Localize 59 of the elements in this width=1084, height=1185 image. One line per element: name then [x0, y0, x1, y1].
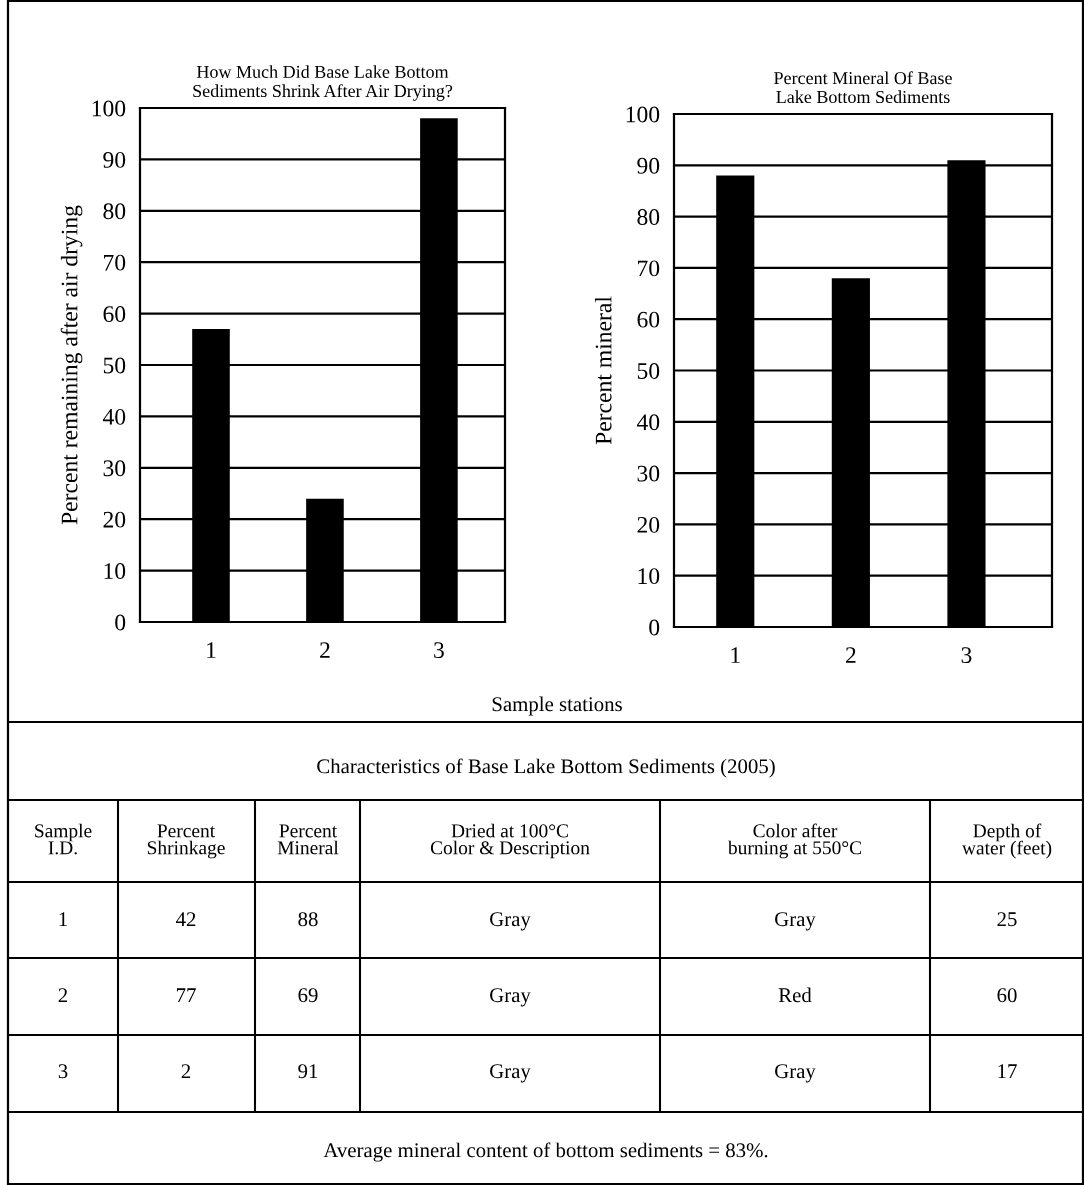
- text: 88: [298, 912, 318, 927]
- y-tick-label: 30: [103, 460, 126, 477]
- text: Gray: [490, 988, 531, 1007]
- y-tick-label: 80: [103, 203, 126, 220]
- text: 77: [176, 988, 196, 1003]
- x-axis-title: Sample stations: [492, 696, 622, 716]
- y-tick-label: 10: [638, 568, 660, 585]
- text: Gray: [775, 1064, 816, 1083]
- x-tick-label: 1: [207, 642, 216, 658]
- y-tick-label: 90: [637, 157, 660, 174]
- y-tick-label: 100: [626, 106, 660, 123]
- y-tick-label: 60: [637, 311, 660, 328]
- text: Gray: [775, 912, 816, 931]
- y-tick-label: 40: [636, 414, 660, 431]
- y-axis-title: Percent remaining after air drying: [60, 205, 83, 525]
- y-tick-label: 70: [638, 260, 660, 277]
- text: Sample I.D.: [35, 823, 92, 855]
- text: 1: [59, 912, 67, 927]
- text: Gray: [490, 1064, 531, 1083]
- text: 2: [58, 988, 68, 1003]
- y-tick-label: 50: [103, 357, 126, 374]
- text: 25: [997, 912, 1017, 927]
- text: 69: [298, 988, 318, 1003]
- text: Gray: [490, 912, 531, 931]
- text: 60: [997, 988, 1017, 1003]
- text: Depth of water (feet): [961, 823, 1052, 859]
- y-tick-label: 30: [637, 465, 660, 482]
- x-tick-label: 1: [731, 647, 740, 663]
- y-tick-label: 10: [104, 563, 126, 580]
- text: 2: [181, 1064, 191, 1079]
- chart-title: How Much Did Base Lake Bottom Sediments Shrink After Air Drying?: [193, 65, 453, 101]
- y-tick-label: 80: [637, 209, 660, 226]
- text: 17: [998, 1064, 1017, 1079]
- y-tick-label: 50: [637, 362, 660, 379]
- text: Percent Mineral: [277, 824, 339, 855]
- y-axis-title: Percent mineral: [594, 296, 612, 445]
- y-tick-label: 0: [649, 619, 660, 636]
- x-tick-label: 3: [434, 642, 444, 659]
- text: Dried at 100°C Color & Description: [430, 823, 590, 859]
- y-tick-label: 60: [103, 306, 126, 323]
- text: 91: [298, 1064, 318, 1079]
- y-tick-label: 100: [92, 100, 126, 117]
- y-tick-label: 20: [637, 516, 660, 533]
- text: Percent Shrinkage: [147, 824, 225, 859]
- text: 3: [58, 1064, 68, 1079]
- text: Color after burning at 550°C: [727, 823, 862, 859]
- text: Red: [778, 987, 812, 1003]
- y-tick-label: 90: [103, 151, 126, 168]
- text: Average mineral content of bottom sediments = 83%.: [323, 1142, 768, 1162]
- y-tick-label: 70: [104, 254, 126, 271]
- x-tick-label: 2: [320, 642, 330, 658]
- y-tick-label: 0: [115, 614, 126, 631]
- y-tick-label: 20: [103, 511, 126, 528]
- x-tick-label: 2: [846, 647, 856, 663]
- chart-title: Percent Mineral Of Base Lake Bottom Sediments: [774, 71, 952, 104]
- y-tick-label: 40: [102, 408, 126, 425]
- text: 42: [175, 912, 196, 927]
- text: Characteristics of Base Lake Bottom Sediments (2005): [317, 758, 775, 778]
- x-tick-label: 3: [961, 647, 972, 664]
